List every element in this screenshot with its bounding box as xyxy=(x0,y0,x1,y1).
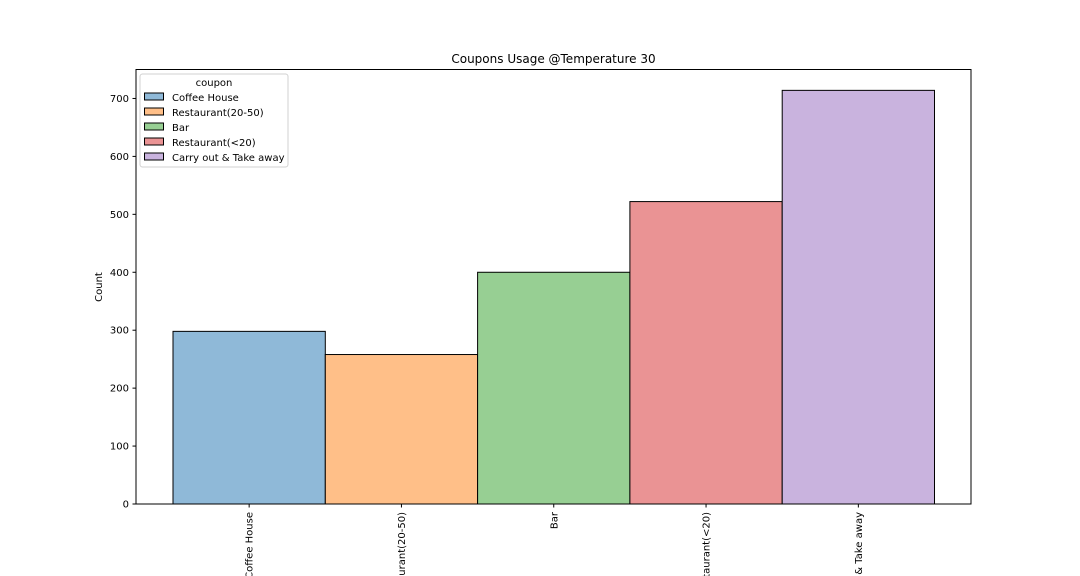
y-tick-label: 700 xyxy=(110,94,129,105)
legend-label-bar: Bar xyxy=(172,123,190,134)
legend: coupon Coffee House Restaurant(20-50) Bar R… xyxy=(139,73,289,168)
y-tick-label: 600 xyxy=(110,152,129,163)
legend-label-coffee-house: Coffee House xyxy=(172,93,239,104)
y-tick-label: 500 xyxy=(110,210,129,221)
bar-restaurant-20-50 xyxy=(324,354,479,505)
y-tick-label: 300 xyxy=(110,326,129,337)
legend-title: coupon xyxy=(196,78,233,89)
chart-title: Coupons Usage @Temperature 30 xyxy=(451,52,655,66)
y-tick-label: 0 xyxy=(123,500,129,511)
x-axis: Coffee House Restaurant(20-50) Bar Restaura… xyxy=(245,504,865,576)
legend-swatch-restaurant-20 xyxy=(144,137,164,146)
x-tick-label-bar: Bar xyxy=(549,511,560,529)
x-tick-label-restaurant-20-50: Restaurant(20-50) xyxy=(397,512,408,576)
x-tick-label-restaurant-20: Restaurant(<20) xyxy=(702,512,713,576)
legend-label-carry-out-take-away: Carry out & Take away xyxy=(172,153,285,164)
x-tick-label-carry-out-take-away: Carry out & Take away xyxy=(854,512,865,576)
y-tick-label: 400 xyxy=(110,268,129,279)
bars-layer xyxy=(172,89,936,505)
y-axis-label: Count xyxy=(94,272,105,302)
legend-frame xyxy=(139,73,289,168)
y-axis: 0 100 200 300 400 500 600 700 xyxy=(110,94,136,511)
bar-coffee-house xyxy=(172,330,326,505)
bar-restaurant-20 xyxy=(629,201,783,505)
legend-swatch-coffee-house xyxy=(144,92,164,101)
bar-bar xyxy=(477,271,631,505)
legend-swatch-bar xyxy=(144,122,164,131)
y-tick-label: 100 xyxy=(110,442,129,453)
legend-label-restaurant-20: Restaurant(<20) xyxy=(172,138,256,149)
x-tick-label-coffee-house: Coffee House xyxy=(245,512,256,576)
y-tick-label: 200 xyxy=(110,384,129,395)
legend-label-restaurant-20-50: Restaurant(20-50) xyxy=(172,108,264,119)
legend-swatch-carry-out-take-away xyxy=(144,152,164,161)
bar-carry-out-take-away xyxy=(781,89,936,505)
legend-swatch-restaurant-20-50 xyxy=(144,107,164,116)
